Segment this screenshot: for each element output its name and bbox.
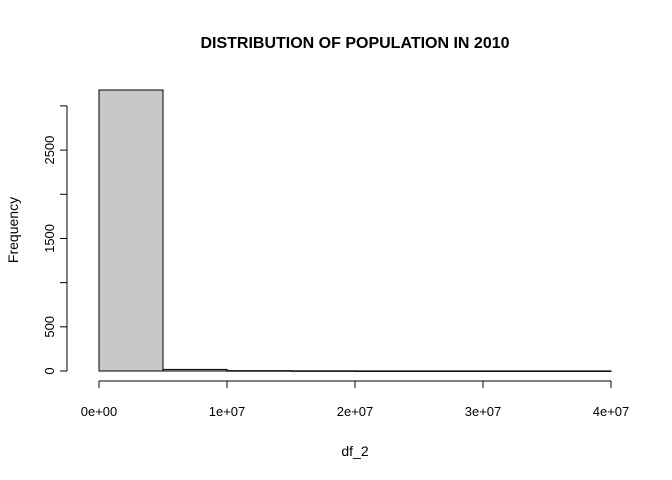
y-tick-label: 2500	[42, 136, 57, 165]
x-tick-label: 1e+07	[209, 404, 246, 419]
histogram-bar	[226, 370, 292, 372]
histogram-bar	[482, 370, 548, 372]
y-tick-label: 500	[42, 316, 57, 338]
histogram-bar	[354, 370, 420, 372]
histogram-bar	[98, 89, 164, 372]
histogram-bar	[162, 368, 228, 372]
y-axis: 0 500 1500 2500	[42, 105, 68, 375]
chart-title: DISTRIBUTION OF POPULATION IN 2010	[200, 35, 509, 52]
histogram-bar	[418, 370, 484, 372]
x-axis: 0e+00 1e+07 2e+07 3e+07 4e+07	[81, 380, 630, 419]
x-tick-label: 3e+07	[465, 404, 502, 419]
y-tick-label: 0	[42, 367, 57, 374]
x-axis-label: df_2	[341, 443, 368, 459]
y-tick-label: 1500	[42, 224, 57, 253]
x-tick-label: 2e+07	[337, 404, 374, 419]
histogram-bar	[546, 370, 612, 372]
x-tick-label: 0e+00	[81, 404, 118, 419]
bars-group	[98, 89, 612, 372]
histogram-bar	[290, 370, 356, 372]
x-tick-label: 4e+07	[593, 404, 630, 419]
y-axis-label: Frequency	[5, 197, 21, 263]
